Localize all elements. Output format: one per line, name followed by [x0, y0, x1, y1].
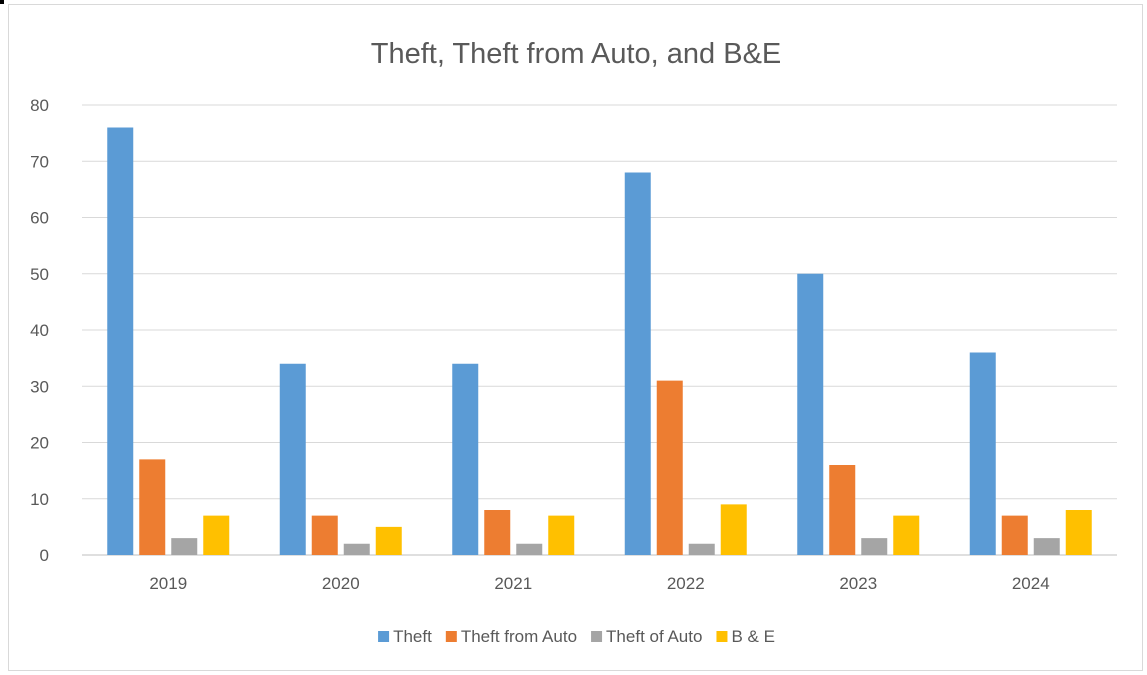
x-tick-label: 2020: [322, 574, 360, 593]
legend: Theft Theft from Auto Theft of Auto B & E: [378, 627, 775, 646]
legend-label: Theft from Auto: [461, 627, 577, 646]
gridlines: [82, 104, 1117, 556]
y-tick-label: 60: [30, 209, 49, 228]
bar-theft-of-auto-2021: [516, 543, 543, 555]
bar-theft-from-auto-2023: [829, 465, 856, 555]
y-tick-label: 70: [30, 152, 49, 171]
bars: [107, 127, 1092, 555]
y-tick-label: 10: [30, 490, 49, 509]
bar-b-e-2022: [720, 504, 747, 555]
legend-label: Theft: [393, 627, 432, 646]
bar-theft-2019: [107, 127, 134, 555]
legend-swatch: [716, 631, 728, 642]
bar-theft-2020: [279, 363, 306, 555]
legend-item: Theft: [378, 627, 432, 646]
bar-theft-2023: [797, 273, 824, 555]
bar-theft-of-auto-2020: [343, 543, 370, 555]
x-tick-label: 2019: [149, 574, 187, 593]
bar-b-e-2024: [1065, 510, 1092, 555]
bar-theft-from-auto-2020: [311, 515, 338, 555]
bar-b-e-2020: [375, 526, 402, 555]
y-tick-label: 30: [30, 377, 49, 396]
bar-theft-from-auto-2021: [484, 510, 511, 555]
x-axis-ticks: 2019 2020 2021 2022 2023 2024: [149, 574, 1049, 593]
legend-swatch: [591, 631, 603, 642]
bar-theft-from-auto-2019: [139, 459, 166, 555]
y-tick-label: 40: [30, 321, 49, 340]
x-tick-label: 2022: [667, 574, 705, 593]
y-tick-label: 20: [30, 434, 49, 453]
bar-theft-of-auto-2022: [688, 543, 715, 555]
y-axis-ticks: 0 10 20 30 40 50 60 70 80: [30, 96, 49, 565]
bar-theft-from-auto-2024: [1001, 515, 1028, 555]
y-tick-label: 0: [40, 546, 49, 565]
x-tick-label: 2021: [494, 574, 532, 593]
bar-theft-2021: [452, 363, 479, 555]
chart-title: Theft, Theft from Auto, and B&E: [371, 38, 782, 70]
bar-b-e-2021: [548, 515, 575, 555]
legend-label: Theft of Auto: [606, 627, 702, 646]
x-tick-label: 2024: [1012, 574, 1050, 593]
bar-b-e-2019: [203, 515, 230, 555]
legend-label: B & E: [731, 627, 774, 646]
chart-area: Theft, Theft from Auto, and B&E 0 10 20 30 4…: [8, 4, 1143, 671]
bar-theft-of-auto-2023: [861, 538, 888, 555]
legend-item: Theft from Auto: [445, 627, 577, 646]
bar-theft-from-auto-2022: [656, 380, 683, 555]
legend-swatch: [445, 631, 457, 642]
bar-b-e-2023: [893, 515, 920, 555]
bar-theft-of-auto-2024: [1033, 538, 1060, 555]
x-tick-label: 2023: [839, 574, 877, 593]
y-tick-label: 50: [30, 265, 49, 284]
bar-theft-2024: [969, 352, 996, 555]
legend-swatch: [378, 631, 390, 642]
legend-item: B & E: [716, 627, 775, 646]
bar-theft-of-auto-2019: [171, 538, 198, 555]
bar-theft-2022: [624, 172, 651, 555]
corner-mark: [0, 0, 4, 4]
legend-item: Theft of Auto: [591, 627, 702, 646]
bar-chart: Theft, Theft from Auto, and B&E 0 10 20 30 4…: [30, 38, 1117, 646]
y-tick-label: 80: [30, 96, 49, 115]
